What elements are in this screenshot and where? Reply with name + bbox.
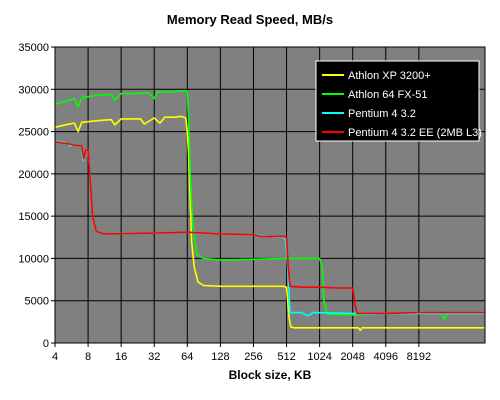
x-tick-label: 4 — [52, 351, 58, 363]
legend-label: Pentium 4 3.2 — [348, 108, 416, 120]
legend-label: Athlon XP 3200+ — [348, 70, 431, 82]
legend: Athlon XP 3200+ Athlon 64 FX-51 Pentium 4 … — [315, 60, 482, 142]
x-tick-label: 1024 — [307, 351, 331, 363]
series-layer — [54, 90, 485, 332]
series-line-3 — [54, 140, 485, 315]
plot-border — [54, 46, 486, 344]
y-tick-label: 15000 — [18, 211, 49, 223]
x-tick-label: 128 — [211, 351, 229, 363]
y-tick-label: 5000 — [25, 296, 49, 308]
x-tick-label: 32 — [148, 351, 160, 363]
y-tick-label: 20000 — [18, 169, 49, 181]
y-tick-label: 25000 — [18, 127, 49, 139]
x-tick-label: 8192 — [407, 351, 431, 363]
legend-label: Pentium 4 3.2 EE (2MB L3) — [348, 127, 482, 139]
chart-title: Memory Read Speed, MB/s — [166, 12, 334, 27]
legend-label: Athlon 64 FX-51 — [348, 89, 428, 101]
x-tick-label: 4096 — [374, 351, 398, 363]
series-line-0 — [54, 115, 485, 332]
y-tick-label: 35000 — [18, 42, 49, 54]
y-tick-label: 10000 — [18, 253, 49, 265]
x-tick-label: 2048 — [340, 351, 364, 363]
y-axis-ticks: 0 5000 10000 15000 20000 25000 30000 35000 — [18, 42, 55, 350]
x-tick-label: 512 — [277, 351, 295, 363]
x-tick-label: 8 — [85, 351, 91, 363]
y-tick-label: 30000 — [18, 84, 49, 96]
x-tick-label: 64 — [181, 351, 193, 363]
x-tick-label: 16 — [115, 351, 127, 363]
x-axis-label: Block size, KB — [228, 368, 312, 382]
y-tick-label: 0 — [43, 338, 49, 350]
x-axis-ticks: 4 8 16 32 64 128 256 512 1024 2048 4096 8192 — [52, 343, 431, 363]
x-tick-label: 256 — [244, 351, 262, 363]
